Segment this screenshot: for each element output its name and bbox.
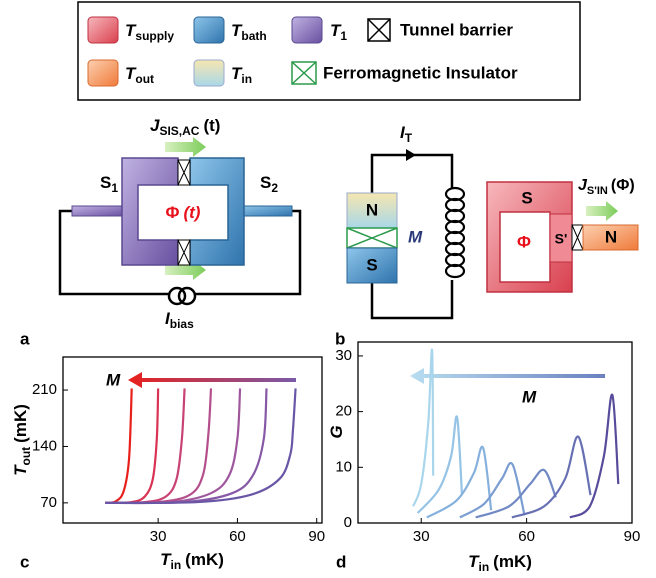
swatch xyxy=(194,17,224,43)
inductance-label: M xyxy=(408,227,423,246)
data-line xyxy=(105,388,131,502)
data-line xyxy=(512,437,591,518)
swatch xyxy=(194,60,224,86)
legend: Tsupply Tbath T1 Tunnel barrier Tout Tin… xyxy=(78,2,580,100)
tunnel-barrier xyxy=(178,240,190,265)
s-prime-label: S' xyxy=(555,231,568,247)
arrow xyxy=(410,368,605,384)
data-line xyxy=(105,388,184,502)
current-arrow xyxy=(586,201,618,221)
swatch xyxy=(292,17,322,43)
ferromagnetic-insulator xyxy=(347,228,397,248)
y-tick-label: 0 xyxy=(344,514,352,531)
flux-label: Φ(t) xyxy=(166,203,201,222)
ring-label: S xyxy=(521,188,532,207)
current-label: JS'IN(Φ) xyxy=(578,177,635,197)
s2-label: S2 xyxy=(260,173,278,195)
lead-s1 xyxy=(72,206,124,216)
bias-label: Ibias xyxy=(165,309,194,331)
legend-label: Tbath xyxy=(231,21,267,43)
swatch xyxy=(88,60,118,86)
legend-label: Ferromagnetic Insulator xyxy=(323,63,518,82)
n-label: N xyxy=(605,227,617,246)
data-line xyxy=(460,463,525,517)
y-tick-label: 20 xyxy=(335,403,352,420)
current-arrow xyxy=(165,137,206,157)
x-tick-label: 90 xyxy=(624,528,641,545)
panel-label: b xyxy=(335,329,345,348)
legend-label: Tunnel barrier xyxy=(400,20,513,39)
legend-label: Tsupply xyxy=(125,21,174,43)
plot-frame xyxy=(358,342,632,523)
x-tick-label: 30 xyxy=(150,528,167,545)
annotation: M xyxy=(106,370,121,389)
s-label: S xyxy=(366,255,377,274)
current-source xyxy=(179,288,195,304)
x-tick-label: 30 xyxy=(413,528,430,545)
n-label: N xyxy=(366,200,378,219)
current-label: IT xyxy=(400,123,413,145)
annotation: M xyxy=(522,387,537,406)
tunnel-barrier xyxy=(178,160,190,185)
x-tick-label: 60 xyxy=(518,528,535,545)
tunnel-barrier xyxy=(572,225,583,250)
figure: Tsupply Tbath T1 Tunnel barrier Tout Tin… xyxy=(0,0,656,578)
panel-label: d xyxy=(336,552,346,571)
x-tick-label: 60 xyxy=(229,528,246,545)
y-tick-label: 210 xyxy=(32,381,57,398)
x-axis-label: Tin(mK) xyxy=(160,550,224,572)
x-tick-label: 90 xyxy=(308,528,325,545)
panel-b: IT N S M S Φ S' N JS'IN(Φ) b xyxy=(335,123,638,348)
legend-label: Tout xyxy=(125,64,154,86)
x-axis-label: Tin(mK) xyxy=(468,552,532,574)
s1-label: S1 xyxy=(100,173,118,195)
y-tick-label: 140 xyxy=(32,437,57,454)
y-tick-label: 70 xyxy=(40,494,57,511)
data-line xyxy=(570,395,618,518)
current-arrowhead xyxy=(406,149,416,161)
arrow xyxy=(128,372,296,388)
y-tick-label: 30 xyxy=(335,347,352,364)
lead-s2 xyxy=(242,206,292,216)
panel-label: a xyxy=(20,329,30,348)
y-axis-label: Tout(mK) xyxy=(11,404,33,476)
legend-label: T1 xyxy=(330,21,347,43)
wire xyxy=(372,280,452,318)
y-tick-label: 10 xyxy=(335,458,352,475)
panel-label: c xyxy=(20,552,29,571)
panel-a: JSIS,AC(t) S1 S2 Φ(t) Ibias a xyxy=(20,116,300,348)
swatch xyxy=(88,17,118,43)
ferromagnetic-insulator-icon xyxy=(292,62,316,84)
current-label: JSIS,AC(t) xyxy=(150,116,220,138)
legend-label: Tin xyxy=(231,64,252,86)
y-axis-label: G xyxy=(327,425,346,438)
flux-label: Φ xyxy=(517,232,531,251)
coil xyxy=(446,188,464,277)
wire xyxy=(372,155,452,193)
tunnel-barrier-icon xyxy=(368,19,390,41)
